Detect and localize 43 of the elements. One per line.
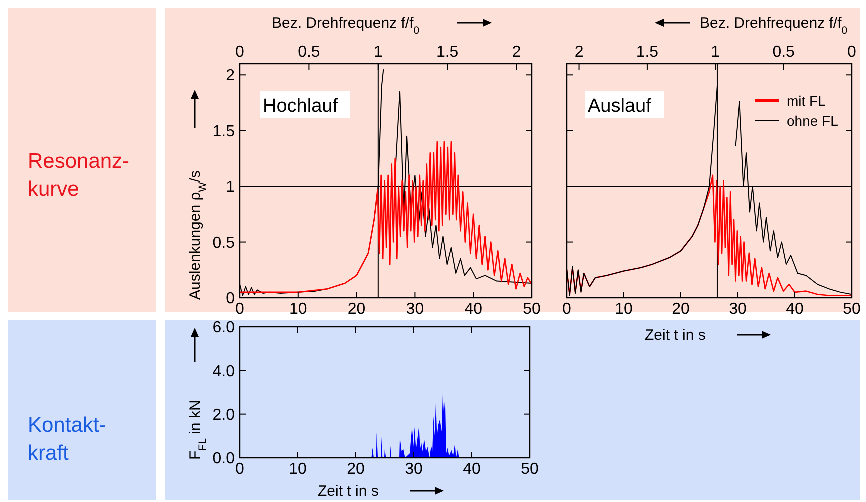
x2-tick-label: 0.5	[772, 44, 796, 61]
y-tick-label: 0.0	[212, 450, 236, 468]
x-tick-label: 30	[405, 461, 423, 478]
y-tick-label: 2	[226, 68, 236, 85]
legend-label: mit FL	[787, 92, 826, 109]
y-tick-label: 1	[226, 179, 236, 196]
x2-axis-title: Bez. Drehfrequenz f/f$_{0}$	[272, 15, 420, 37]
x-tick-label: 10	[615, 301, 633, 318]
x-tick-label: 30	[729, 301, 747, 318]
x2-tick-label: 1	[711, 44, 720, 61]
x-axis-title: Zeit t in s	[645, 327, 706, 344]
x-tick-label: 50	[843, 301, 861, 318]
text: Kontakt- kraft	[28, 414, 106, 465]
x-tick-label: 40	[463, 461, 481, 478]
x2-tick-label: 2	[512, 44, 522, 61]
x-tick-label: 50	[521, 461, 539, 478]
x-tick-label: 20	[672, 301, 690, 318]
x-tick-label: 0	[562, 301, 572, 318]
legend-label: ohne FL	[787, 112, 839, 129]
y-tick-label: 0.5	[212, 234, 236, 252]
text: Resonanz- kurve	[28, 150, 130, 201]
x-tick-label: 30	[406, 301, 424, 318]
x2-tick-label: 0.5	[298, 44, 320, 61]
annotation: Hochlauf	[263, 96, 339, 117]
x-tick-label: 20	[348, 301, 366, 318]
x2-tick-label: 1.5	[636, 44, 659, 61]
x2-tick-label: 1.5	[436, 44, 459, 61]
x2-tick-label: 1	[374, 44, 383, 61]
x-tick-label: 10	[289, 461, 307, 478]
x2-tick-label: 2	[574, 44, 584, 61]
y-tick-label: 4.0	[212, 363, 236, 380]
x-tick-label: 40	[786, 301, 804, 318]
x2-tick-label: 0	[848, 44, 857, 61]
x-tick-label: 10	[290, 301, 308, 318]
y-tick-label: 2.0	[212, 406, 236, 424]
x-axis-title: Zeit t in s	[318, 483, 379, 500]
y-tick-label: 1.5	[212, 123, 236, 140]
x-tick-label: 20	[347, 461, 365, 478]
annotation: Auslauf	[588, 96, 652, 117]
x-tick-label: 50	[523, 301, 541, 318]
x2-axis-title: Bez. Drehfrequenz f/f$_{0}$	[700, 15, 848, 37]
y-tick-label: 6.0	[212, 320, 236, 337]
x-tick-label: 40	[464, 301, 483, 318]
